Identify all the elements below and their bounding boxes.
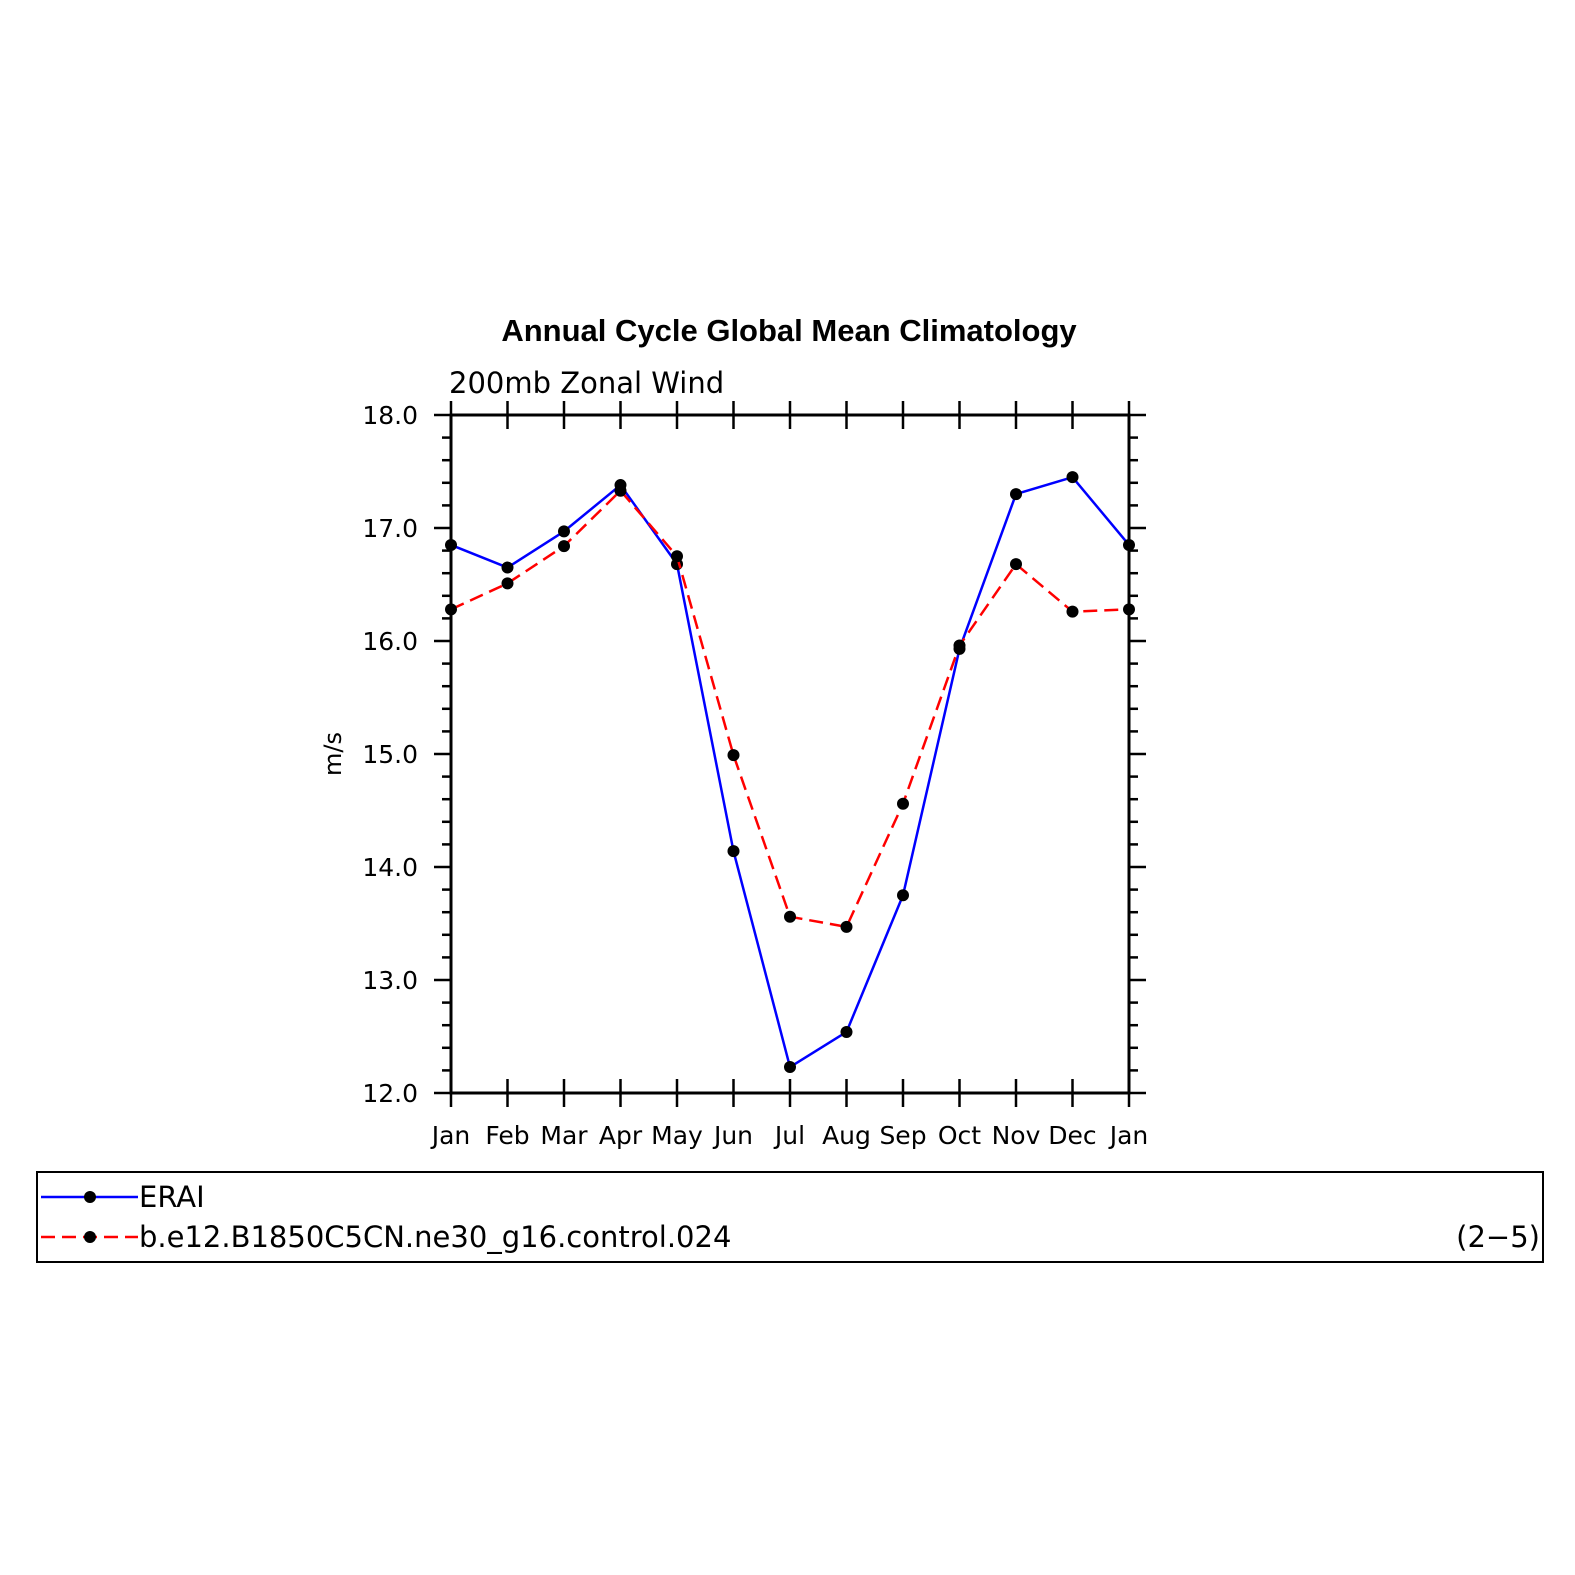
x-tick-label: Mar: [540, 1121, 588, 1150]
y-tick-label: 13.0: [362, 966, 418, 995]
y-tick-label: 12.0: [362, 1079, 418, 1108]
data-point-series-1: [1066, 605, 1079, 618]
data-point-series-0: [897, 889, 909, 902]
x-tick-label: Aug: [822, 1121, 871, 1150]
data-point-series-0: [840, 1025, 853, 1038]
data-point-series-0: [1066, 471, 1079, 484]
data-point-series-0: [501, 561, 514, 574]
y-tick-label: 17.0: [362, 514, 418, 543]
series-layer: [445, 471, 1135, 1074]
data-point-series-1: [558, 540, 570, 553]
data-point-series-0: [784, 1061, 796, 1074]
data-point-series-1: [614, 484, 627, 497]
y-tick-label: 15.0: [362, 740, 418, 769]
legend-label-erai: ERAI: [139, 1180, 205, 1214]
legend-label-model: b.e12.B1850C5CN.ne30_g16.control.024: [139, 1220, 731, 1254]
x-tick-label: Sep: [879, 1121, 926, 1150]
y-tick-label: 18.0: [362, 401, 418, 430]
data-point-series-1: [784, 910, 796, 923]
x-tick-label: Jun: [712, 1121, 753, 1150]
y-tick-label: 14.0: [362, 853, 418, 882]
data-point-series-1: [897, 797, 909, 810]
data-point-series-1: [1010, 558, 1022, 571]
axis-ticks: [434, 401, 1146, 1107]
y-axis-label: m/s: [319, 732, 347, 776]
x-tick-label: May: [651, 1121, 703, 1150]
data-point-series-1: [953, 639, 966, 652]
x-tick-label: Feb: [485, 1121, 529, 1150]
data-point-series-0: [558, 525, 570, 538]
legend-marker-erai: [84, 1191, 96, 1203]
data-point-series-1: [671, 550, 683, 563]
chart-subtitle: 200mb Zonal Wind: [449, 366, 724, 400]
tick-labels: Jan Feb Mar Apr May Jun Jul Aug Sep Oct Nov Dec Jan 1…: [362, 401, 1148, 1150]
legend: ERAI b.e12.B1850C5CN.ne30_g16.control.02…: [36, 1171, 1544, 1263]
data-point-series-1: [501, 577, 514, 590]
series-line-1: [450, 489, 1130, 929]
legend-marker-model: [84, 1231, 96, 1243]
data-point-series-0: [1010, 488, 1022, 501]
x-tick-label: Nov: [992, 1121, 1041, 1150]
x-tick-label: Jul: [773, 1121, 805, 1150]
plot-frame: [449, 413, 1131, 1095]
x-tick-label: Oct: [938, 1121, 981, 1150]
panel-label: (2−5): [1456, 1220, 1540, 1254]
x-tick-label: Apr: [599, 1121, 643, 1150]
legend-box: [36, 1171, 1544, 1263]
data-point-series-1: [840, 920, 853, 933]
chart-title: Annual Cycle Global Mean Climatology: [501, 313, 1077, 348]
x-tick-label: Jan: [1108, 1121, 1149, 1150]
data-point-series-0: [727, 845, 740, 858]
series-line-0: [450, 475, 1130, 1069]
x-tick-label: Jan: [430, 1121, 471, 1150]
y-tick-label: 16.0: [362, 627, 418, 656]
data-point-series-1: [727, 749, 740, 762]
x-tick-label: Dec: [1048, 1121, 1096, 1150]
